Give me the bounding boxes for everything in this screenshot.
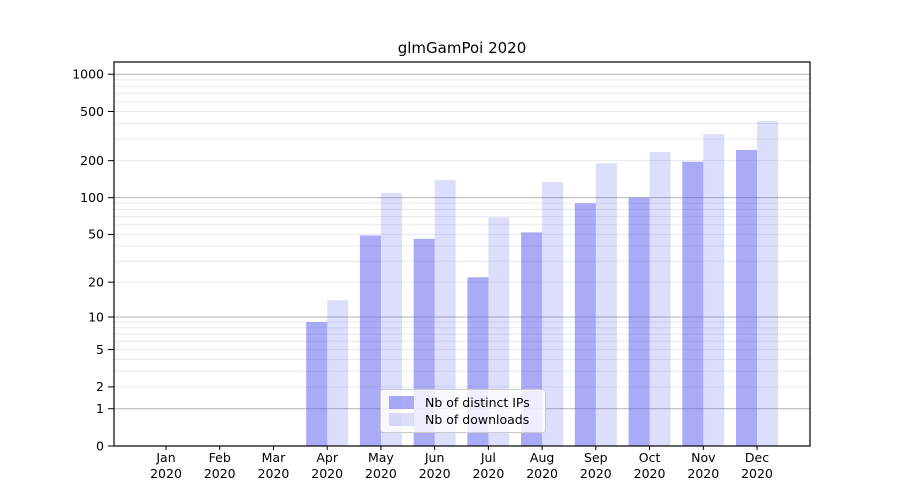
x-tick-label-month: Sep <box>584 450 608 465</box>
x-tick-label-month: Jun <box>424 450 445 465</box>
x-tick-label-year: 2020 <box>311 466 343 481</box>
bar-downloads-jul <box>488 217 510 446</box>
y-tick-label: 10 <box>88 309 104 324</box>
bar-downloads-apr <box>327 300 349 446</box>
y-tick-label: 20 <box>88 274 104 289</box>
bar-downloads-aug <box>542 182 564 447</box>
x-tick-label-month: Aug <box>530 450 554 465</box>
bar-distinct-ips-sep <box>574 203 596 446</box>
legend-entry-distinct-ips: Nb of distinct IPs <box>389 394 537 411</box>
legend-entry-downloads: Nb of downloads <box>389 411 537 428</box>
chart-title: glmGamPoi 2020 <box>398 39 527 57</box>
bar-downloads-may <box>380 193 402 446</box>
y-tick-label: 500 <box>80 104 104 119</box>
legend-swatch-downloads <box>389 413 414 426</box>
y-tick-label: 50 <box>88 227 104 242</box>
x-tick-label-month: Feb <box>209 450 231 465</box>
chart-legend: Nb of distinct IPs Nb of downloads <box>380 389 546 433</box>
x-tick-label-month: Apr <box>316 450 338 465</box>
bar-downloads-oct <box>649 151 671 446</box>
x-tick-label-year: 2020 <box>687 466 719 481</box>
x-tick-label-month: Dec <box>745 450 769 465</box>
y-tick-label: 0 <box>96 438 104 453</box>
y-tick-label: 100 <box>80 190 104 205</box>
x-tick-label-year: 2020 <box>580 466 612 481</box>
bar-distinct-ips-apr <box>306 322 328 446</box>
x-tick-label-month: Oct <box>639 450 661 465</box>
legend-label-downloads: Nb of downloads <box>425 412 530 427</box>
bar-downloads-dec <box>757 120 779 446</box>
x-tick-label-month: Jan <box>155 450 175 465</box>
bar-distinct-ips-may <box>359 235 381 446</box>
x-tick-label-year: 2020 <box>365 466 397 481</box>
x-tick-label-year: 2020 <box>419 466 451 481</box>
y-tick-label: 2 <box>96 379 104 394</box>
x-tick-label-year: 2020 <box>472 466 504 481</box>
y-tick-label: 1 <box>96 401 104 416</box>
x-tick-label-year: 2020 <box>634 466 666 481</box>
bar-downloads-sep <box>595 163 617 447</box>
x-tick-label-year: 2020 <box>526 466 558 481</box>
bar-distinct-ips-dec <box>736 149 758 447</box>
x-tick-label-month: May <box>368 450 394 465</box>
x-tick-label-year: 2020 <box>741 466 773 481</box>
x-tick-label-year: 2020 <box>150 466 182 481</box>
bar-distinct-ips-oct <box>628 197 650 446</box>
y-tick-label: 5 <box>96 342 104 357</box>
x-tick-label-month: Mar <box>262 450 286 465</box>
x-tick-label-month: Jul <box>480 450 496 465</box>
legend-swatch-distinct-ips <box>389 396 414 409</box>
y-tick-label: 1000 <box>72 67 104 82</box>
plot-frame <box>113 61 811 447</box>
legend-label-distinct-ips: Nb of distinct IPs <box>425 395 530 410</box>
bar-downloads-jun <box>434 180 456 447</box>
bar-distinct-ips-nov <box>682 161 704 446</box>
x-tick-label-year: 2020 <box>204 466 236 481</box>
bar-downloads-nov <box>703 134 725 446</box>
x-tick-label-month: Nov <box>691 450 716 465</box>
x-tick-label-year: 2020 <box>258 466 290 481</box>
y-tick-label: 200 <box>80 153 104 168</box>
